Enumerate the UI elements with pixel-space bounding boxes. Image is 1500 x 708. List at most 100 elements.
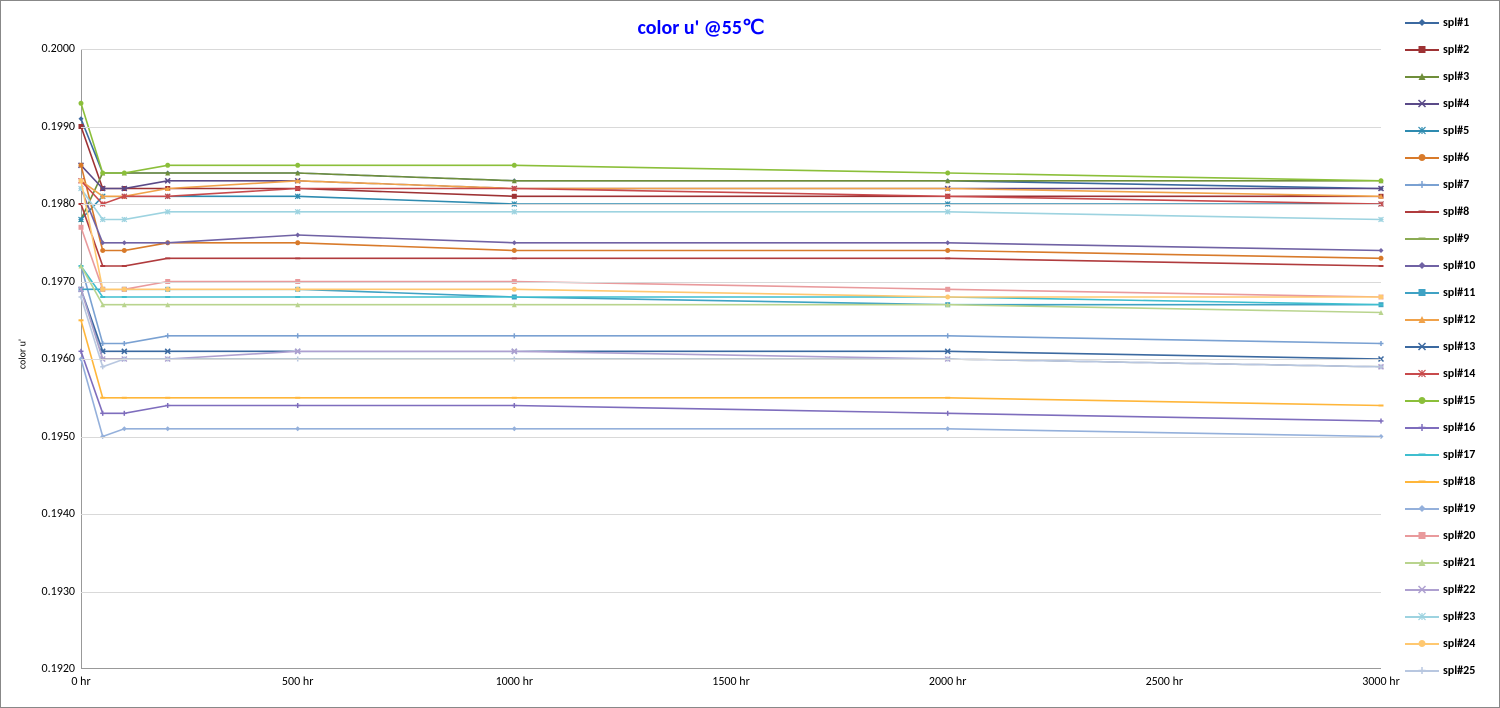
- legend-item: spl#14: [1405, 360, 1495, 387]
- legend-item: spl#16: [1405, 414, 1495, 441]
- gridline: [81, 359, 1381, 360]
- series-marker: [512, 209, 517, 214]
- legend-swatch: [1405, 557, 1439, 569]
- legend-swatch: [1405, 368, 1439, 380]
- y-tick-label: 0.2000: [42, 42, 75, 56]
- y-tick-label: 0.1980: [42, 197, 75, 211]
- gridline: [81, 514, 1381, 515]
- series-marker: [295, 287, 300, 292]
- series-marker: [512, 194, 517, 199]
- series-marker: [122, 194, 127, 199]
- series-marker: [122, 240, 127, 245]
- gridline: [81, 437, 1381, 438]
- series-line: [81, 189, 1381, 251]
- x-tick-label: 1500 hr: [712, 675, 750, 689]
- series-marker: [945, 295, 950, 300]
- legend-item: spl#8: [1405, 198, 1495, 225]
- y-axis-label: color u': [16, 339, 29, 369]
- series-marker: [295, 240, 300, 245]
- y-tick-label: 0.1970: [42, 275, 75, 289]
- legend-item: spl#12: [1405, 306, 1495, 333]
- legend-item: spl#9: [1405, 225, 1495, 252]
- series-marker: [165, 403, 170, 408]
- y-tick-label: 0.1940: [42, 507, 75, 521]
- legend-swatch: [1405, 152, 1439, 164]
- legend-item: spl#23: [1405, 603, 1495, 630]
- legend-label: spl#2: [1443, 43, 1469, 57]
- series-line: [81, 351, 1381, 421]
- gridline: [81, 49, 1381, 50]
- legend-item: spl#10: [1405, 252, 1495, 279]
- legend-label: spl#9: [1443, 232, 1469, 246]
- series-marker: [295, 403, 300, 408]
- gridline: [81, 127, 1381, 128]
- legend-item: spl#19: [1405, 495, 1495, 522]
- x-tick-label: 3000 hr: [1362, 675, 1400, 689]
- legend-item: spl#2: [1405, 36, 1495, 63]
- legend-item: spl#1: [1405, 9, 1495, 36]
- x-tick-label: 2500 hr: [1146, 675, 1184, 689]
- legend-swatch: [1405, 449, 1439, 461]
- legend-item: spl#13: [1405, 333, 1495, 360]
- series-marker: [1379, 217, 1384, 222]
- legend-swatch: [1405, 17, 1439, 29]
- series-marker: [1379, 256, 1384, 261]
- series-marker: [100, 248, 105, 253]
- series-marker: [122, 411, 127, 416]
- series-marker: [122, 217, 127, 222]
- legend-label: spl#23: [1443, 610, 1475, 624]
- series-marker: [945, 194, 950, 199]
- series-marker: [122, 171, 127, 176]
- legend-label: spl#6: [1443, 151, 1469, 165]
- legend-swatch: [1405, 260, 1439, 272]
- legend-label: spl#12: [1443, 313, 1475, 327]
- series-marker: [165, 209, 170, 214]
- legend-item: spl#22: [1405, 576, 1495, 603]
- series-line: [81, 181, 1381, 297]
- legend-label: spl#25: [1443, 664, 1475, 678]
- legend-label: spl#18: [1443, 475, 1475, 489]
- legend-swatch: [1405, 287, 1439, 299]
- series-marker: [512, 287, 517, 292]
- legend-label: spl#24: [1443, 637, 1475, 651]
- legend-label: spl#7: [1443, 178, 1469, 192]
- gridline: [81, 204, 1381, 205]
- series-line: [81, 103, 1381, 181]
- y-tick-label: 0.1960: [42, 352, 75, 366]
- series-marker: [295, 333, 300, 338]
- series-marker: [79, 217, 84, 222]
- chart-container: color u' @55℃ color u' 0.19200.19300.194…: [0, 0, 1500, 708]
- legend-swatch: [1405, 611, 1439, 623]
- series-marker: [79, 225, 84, 230]
- legend-label: spl#16: [1443, 421, 1475, 435]
- legend-swatch: [1405, 71, 1439, 83]
- series-marker: [512, 333, 517, 338]
- gridline: [81, 282, 1381, 283]
- gridline: [81, 592, 1381, 593]
- series-marker: [100, 217, 105, 222]
- legend-item: spl#4: [1405, 90, 1495, 117]
- legend-label: spl#3: [1443, 70, 1469, 84]
- series-marker: [1379, 248, 1384, 253]
- series-marker: [295, 209, 300, 214]
- legend-item: spl#21: [1405, 549, 1495, 576]
- x-tick-label: 1000 hr: [496, 675, 534, 689]
- series-marker: [512, 186, 517, 191]
- series-marker: [295, 194, 300, 199]
- legend-item: spl#17: [1405, 441, 1495, 468]
- series-marker: [512, 403, 517, 408]
- legend-label: spl#11: [1443, 286, 1475, 300]
- legend-item: spl#18: [1405, 468, 1495, 495]
- x-tick-label: 500 hr: [282, 675, 313, 689]
- series-marker: [295, 186, 300, 191]
- legend-swatch: [1405, 44, 1439, 56]
- series-marker: [295, 163, 300, 168]
- series-marker: [512, 426, 517, 431]
- legend-item: spl#24: [1405, 630, 1495, 657]
- legend-item: spl#7: [1405, 171, 1495, 198]
- series-marker: [79, 101, 84, 106]
- legend-swatch: [1405, 314, 1439, 326]
- legend-swatch: [1405, 125, 1439, 137]
- legend-item: spl#15: [1405, 387, 1495, 414]
- series-marker: [79, 349, 84, 354]
